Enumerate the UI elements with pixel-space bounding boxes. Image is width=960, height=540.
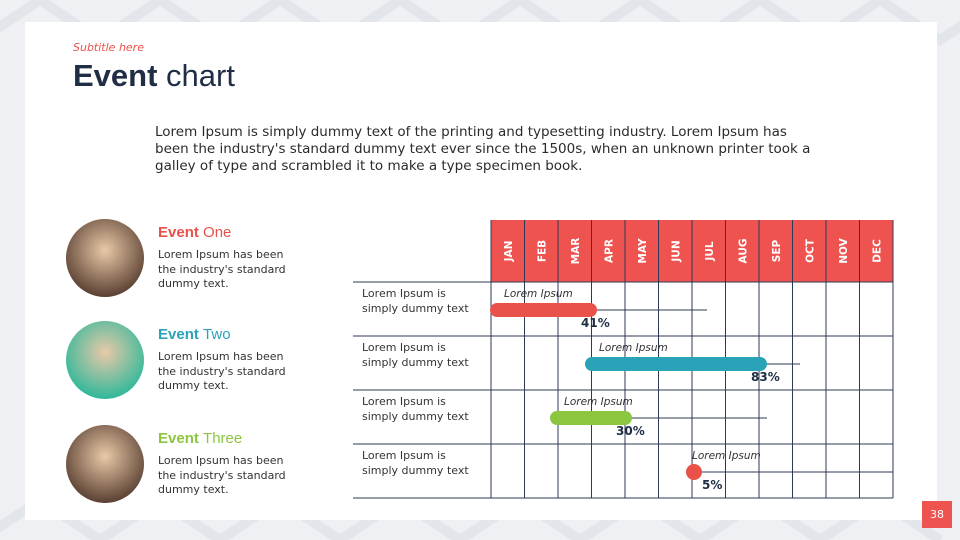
- event-text: Lorem Ipsum has been the industry's stan…: [158, 350, 286, 392]
- bar-percent: 83%: [751, 370, 780, 384]
- bar-percent: 5%: [702, 478, 722, 492]
- subtitle: Subtitle here: [73, 41, 144, 54]
- row-label: Lorem Ipsum is simply dummy text: [362, 287, 469, 315]
- intro-text: Lorem Ipsum is simply dummy text of the …: [155, 124, 811, 174]
- month-label: AUG: [737, 239, 749, 264]
- month-label: JAN: [503, 241, 515, 263]
- event-name-bold: Event: [158, 430, 199, 447]
- page-number: 38: [922, 501, 952, 528]
- month-label: MAR: [570, 238, 582, 265]
- bar-label: Lorem Ipsum: [564, 396, 633, 408]
- event-photo: [66, 321, 144, 399]
- event-name-light: Three: [203, 430, 243, 447]
- month-label: SEP: [771, 239, 783, 262]
- title: Event chart: [73, 58, 235, 94]
- event-name-light: One: [203, 224, 232, 241]
- month-label: NOV: [838, 237, 850, 263]
- bar-label: Lorem Ipsum: [504, 288, 573, 300]
- event-dot: [686, 464, 702, 480]
- bar-percent: 41%: [581, 316, 610, 330]
- event-name-bold: Event: [158, 326, 199, 343]
- month-label: MAY: [637, 238, 649, 264]
- event-text: Lorem Ipsum has been the industry's stan…: [158, 454, 286, 496]
- month-label: FEB: [536, 240, 548, 262]
- bar-label: Lorem Ipsum: [599, 342, 668, 354]
- title-bold: Event: [73, 58, 158, 93]
- month-label: OCT: [804, 238, 816, 263]
- bar-label: Lorem Ipsum: [692, 450, 761, 462]
- bar-percent: 30%: [616, 424, 645, 438]
- month-label: JUN: [670, 240, 682, 262]
- event-name: Event Three: [158, 430, 242, 447]
- event-name-light: Two: [203, 326, 231, 343]
- event-photo: [66, 425, 144, 503]
- event-text: Lorem Ipsum has been the industry's stan…: [158, 248, 286, 290]
- month-label: DEC: [871, 239, 883, 263]
- event-name: Event One: [158, 224, 231, 241]
- event-photo: [66, 219, 144, 297]
- month-label: APR: [603, 239, 615, 263]
- row-label: Lorem Ipsum is simply dummy text: [362, 341, 469, 369]
- event-name-bold: Event: [158, 224, 199, 241]
- month-label: JUL: [704, 241, 716, 261]
- row-label: Lorem Ipsum is simply dummy text: [362, 395, 469, 423]
- event-name: Event Two: [158, 326, 231, 343]
- row-label: Lorem Ipsum is simply dummy text: [362, 449, 469, 477]
- title-light: chart: [166, 58, 235, 93]
